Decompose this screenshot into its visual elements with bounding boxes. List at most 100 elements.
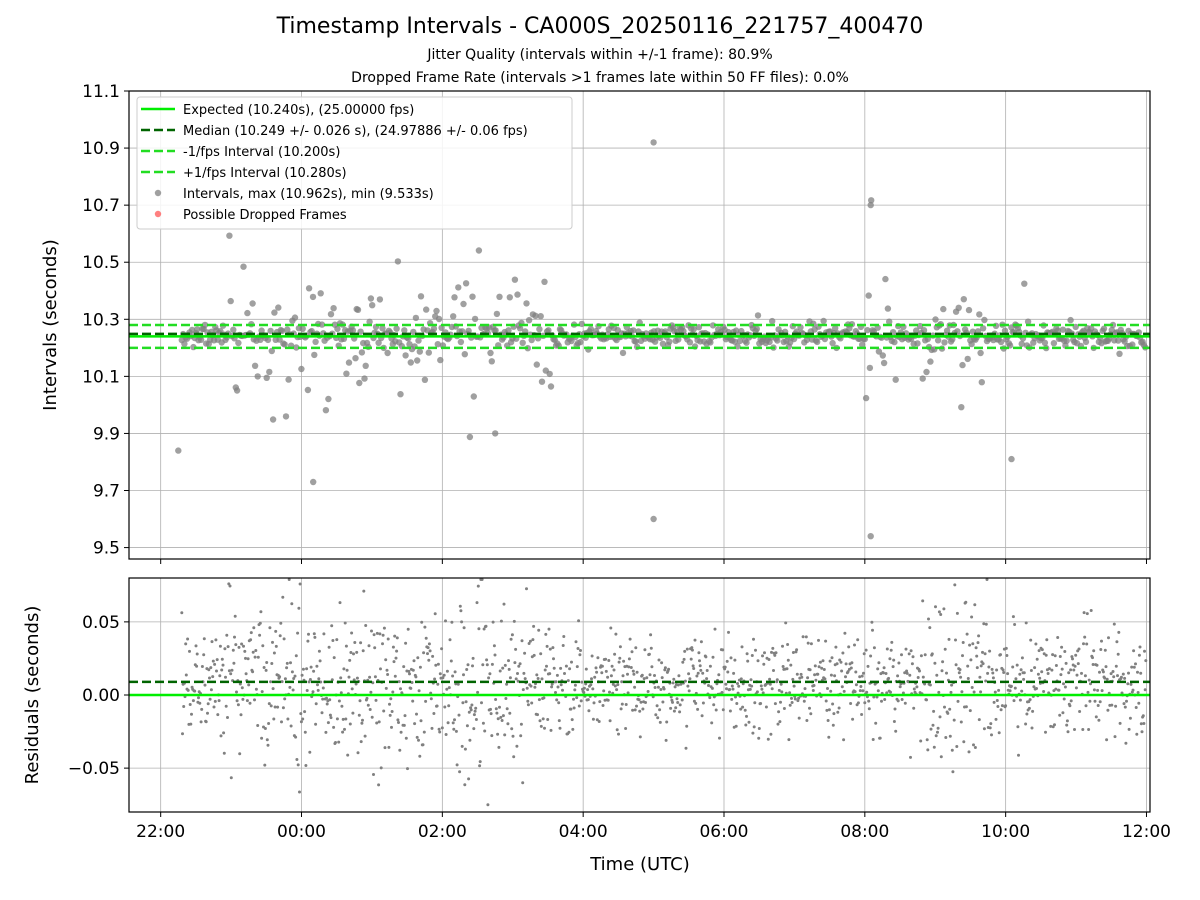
residual-point (541, 717, 545, 721)
residual-point (681, 660, 685, 664)
residual-point (296, 763, 300, 767)
residual-point (331, 639, 335, 642)
residual-point (335, 717, 339, 721)
residual-point (252, 626, 256, 630)
residual-point (954, 638, 957, 642)
residual-point (981, 662, 985, 666)
residual-point (591, 687, 595, 691)
residual-point (384, 686, 388, 690)
residual-point (672, 709, 676, 713)
residual-point (1105, 738, 1109, 742)
residual-point (747, 720, 751, 724)
interval-point (514, 291, 521, 298)
residual-point (1088, 699, 1092, 703)
x-tick-label: 10:00 (981, 822, 1030, 842)
interval-point (525, 317, 533, 324)
residual-point (809, 712, 813, 716)
residual-point (506, 722, 510, 726)
residual-point (1037, 649, 1041, 653)
residual-point (315, 664, 319, 668)
residual-point (874, 721, 878, 725)
residual-point (226, 645, 230, 649)
residual-point (568, 667, 572, 671)
residual-point (915, 685, 919, 689)
residual-point (972, 690, 976, 694)
residual-point (357, 713, 361, 717)
interval-point (361, 375, 368, 382)
interval-point (384, 349, 391, 357)
residual-point (406, 627, 410, 631)
residual-point (959, 720, 963, 724)
residual-point (478, 764, 482, 768)
residual-point (521, 781, 525, 785)
residual-point (304, 764, 308, 767)
residual-point (243, 649, 247, 653)
residual-point (1085, 642, 1089, 646)
residual-point (377, 720, 381, 724)
residual-point (261, 644, 265, 648)
residual-point (292, 677, 296, 680)
residual-point (1020, 689, 1024, 693)
residual-point (412, 659, 416, 663)
residual-point (487, 676, 491, 680)
interval-point (492, 327, 499, 334)
residual-point (769, 732, 773, 736)
residual-point (1142, 722, 1146, 725)
residual-point (768, 677, 772, 681)
residual-point (808, 668, 812, 672)
residual-point (840, 685, 844, 689)
residual-point (928, 626, 932, 630)
residual-point (941, 660, 945, 664)
residual-point (297, 606, 301, 610)
residual-point (273, 705, 277, 709)
residual-point (971, 642, 975, 646)
interval-point (430, 325, 438, 332)
residual-point (876, 689, 880, 693)
residual-point (978, 675, 982, 679)
residual-point (264, 668, 268, 672)
residual-point (1058, 655, 1062, 658)
residual-point (983, 652, 987, 656)
residual-point (900, 653, 903, 657)
residual-point (923, 653, 927, 657)
residual-point (370, 715, 374, 719)
residual-point (952, 718, 956, 722)
residual-point (229, 672, 233, 676)
residual-point (631, 669, 635, 673)
residual-point (523, 651, 527, 655)
residual-point (480, 578, 484, 581)
interval-point (690, 326, 697, 333)
residual-point (377, 783, 381, 787)
residual-point (426, 652, 429, 656)
residual-point (575, 665, 579, 669)
residual-point (278, 634, 282, 638)
residual-point (406, 767, 409, 771)
interval-point (284, 326, 291, 333)
residual-point (512, 755, 516, 759)
residual-point (367, 644, 371, 648)
residual-point (644, 701, 647, 704)
interval-outlier-point (867, 201, 874, 209)
interval-point (352, 355, 359, 362)
residual-point (1067, 671, 1071, 675)
residual-point (492, 644, 496, 648)
residual-point (537, 628, 541, 632)
residual-point (343, 621, 347, 625)
residual-point (438, 730, 442, 734)
residual-point (1115, 640, 1119, 644)
interval-point (1050, 340, 1058, 347)
residual-point (729, 656, 733, 660)
residual-point (878, 736, 882, 740)
residual-point (267, 722, 271, 725)
residual-point (596, 656, 600, 660)
residual-point (392, 660, 396, 664)
residual-point (329, 716, 333, 720)
interval-point (462, 280, 470, 287)
residual-point (356, 751, 360, 755)
residual-point (572, 697, 575, 701)
residual-point (444, 619, 447, 623)
residual-point (637, 698, 641, 702)
residual-point (471, 664, 474, 668)
residual-point (386, 637, 390, 641)
residual-point (351, 711, 355, 715)
